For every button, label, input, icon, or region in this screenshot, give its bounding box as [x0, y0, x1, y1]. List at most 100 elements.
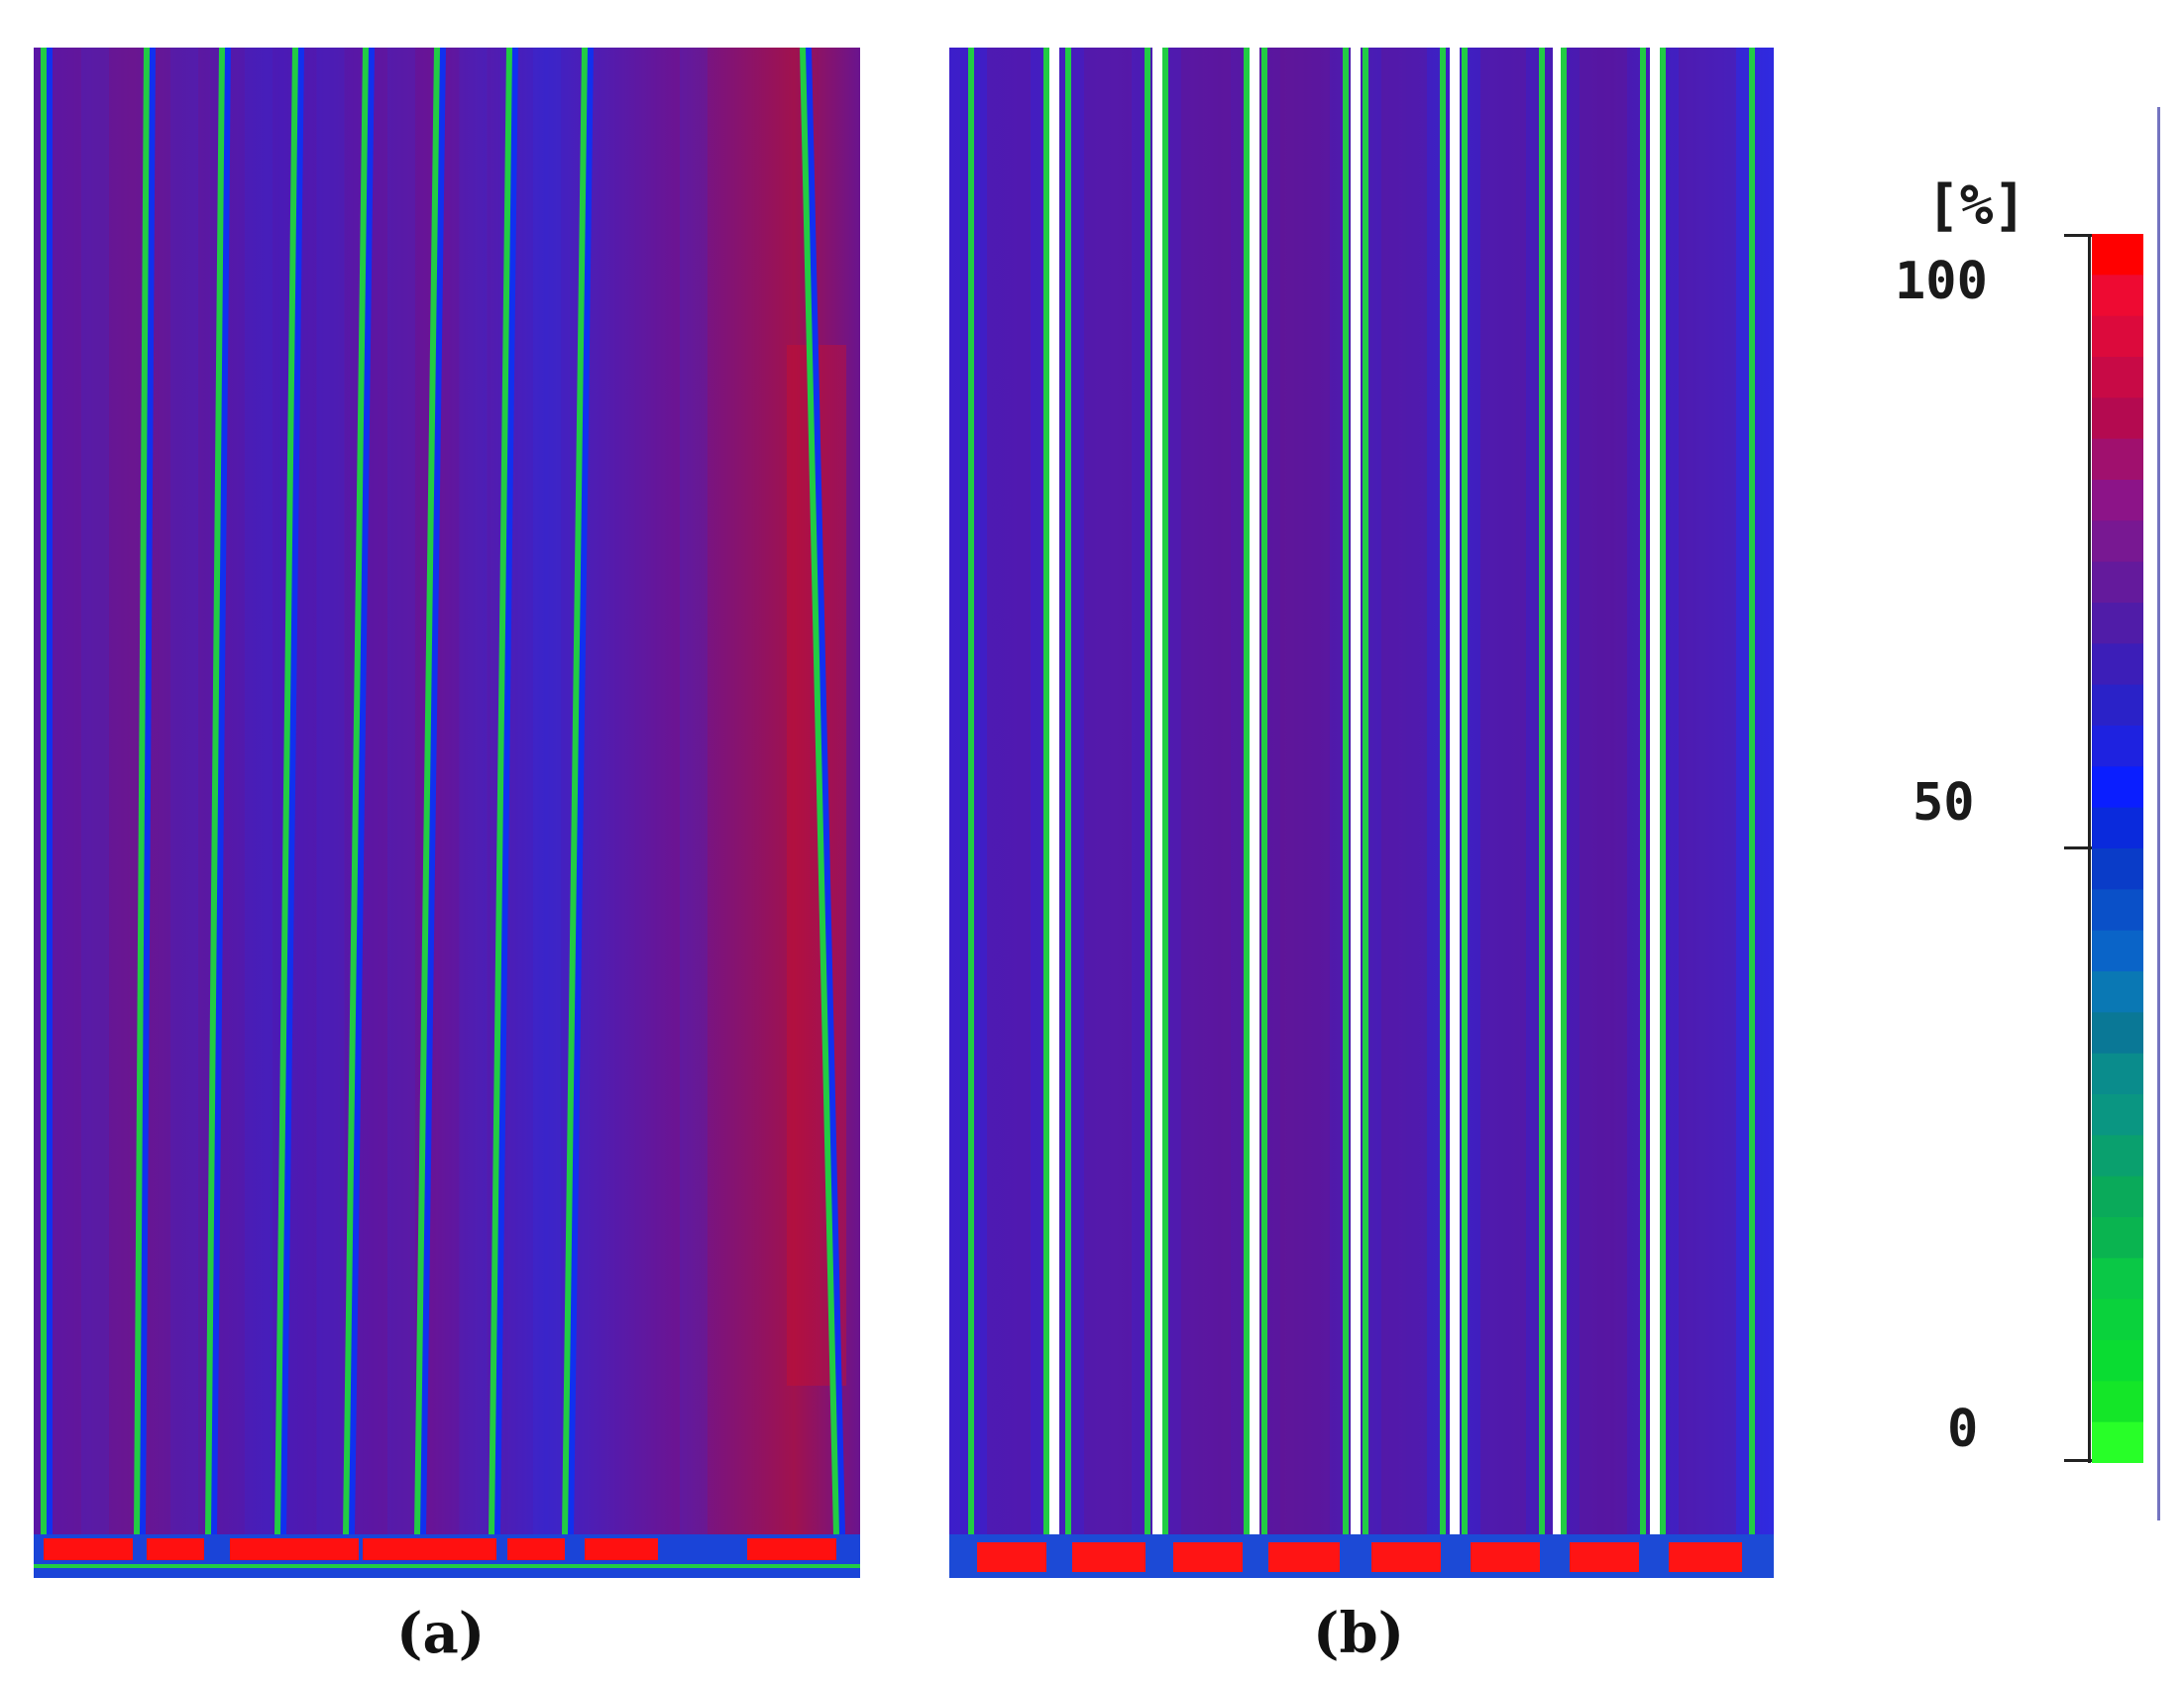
colorbar-segment — [2092, 1381, 2143, 1423]
panel-a-channel-edge — [207, 48, 231, 1535]
panel-b-graphic — [949, 48, 1774, 1578]
colorbar-segment — [2092, 1053, 2143, 1095]
panel-a-channel-wall — [274, 48, 298, 1535]
colorbar-segment — [2092, 1340, 2143, 1383]
panel-a-inlet-hotspot — [363, 1538, 444, 1560]
panel-b-channel-core — [1679, 48, 1736, 1534]
colorbar-label-50: 50 — [1912, 773, 1975, 833]
panel-a-shade-band — [680, 48, 708, 1578]
colorbar-segment — [2092, 1298, 2143, 1341]
panel-b-channel-core — [1381, 48, 1427, 1534]
colorbar-segment — [2092, 643, 2143, 686]
panel-b-inlet-hotspot — [1072, 1542, 1146, 1572]
panel-b-channel-core — [1084, 48, 1132, 1534]
panel-b-gap — [1650, 48, 1660, 1534]
panel-b-gap — [1250, 48, 1259, 1534]
panel-b-inlet-hotspot — [1173, 1542, 1243, 1572]
colorbar-segment — [2092, 397, 2143, 440]
panel-a-inlet-hotspot — [442, 1538, 496, 1560]
colorbar-frame-line — [2157, 107, 2160, 1520]
panel-a-channel-wall — [343, 48, 369, 1535]
panel-a-inlet-hotspot — [301, 1538, 359, 1560]
panel-b-gap — [1152, 48, 1162, 1534]
panel-a-channel-wall — [414, 48, 440, 1535]
panel-b-gap — [1450, 48, 1460, 1534]
panel-b-channel-core — [1181, 48, 1231, 1534]
panel-a-channel-edge — [136, 48, 156, 1535]
colorbar-segment — [2092, 561, 2143, 604]
panel-b-inlet-hotspot — [1669, 1542, 1742, 1572]
colorbar-tick-50 — [2064, 846, 2092, 849]
colorbar-tick-0 — [2064, 1459, 2092, 1462]
panel-b-inlet-hotspot — [1371, 1542, 1441, 1572]
colorbar-segment — [2092, 438, 2143, 481]
colorbar-segment — [2092, 1217, 2143, 1260]
panel-a-inlet-hotspot — [44, 1538, 133, 1560]
panel-b-gap — [1049, 48, 1059, 1534]
colorbar-segment — [2092, 684, 2143, 727]
panel-a-shade-band — [170, 48, 198, 1578]
panel-b-channel-core — [1580, 48, 1627, 1534]
panel-b-image — [949, 48, 1774, 1578]
panel-b-gap — [1553, 48, 1563, 1534]
panel-a-channel-edge — [491, 48, 518, 1535]
panel-a-inlet-hotspot — [230, 1538, 311, 1560]
panel-a-inlet-hotspot — [747, 1538, 836, 1560]
colorbar-segment — [2092, 726, 2143, 768]
panel-a-shade-band — [387, 48, 415, 1578]
colorbar-segment — [2092, 971, 2143, 1014]
panel-a-channel-wall — [489, 48, 512, 1535]
panel-a-channel-wall — [205, 48, 225, 1535]
colorbar-segment — [2092, 766, 2143, 809]
colorbar-segment — [2092, 1258, 2143, 1300]
colorbar — [2092, 234, 2143, 1463]
colorbar-segment — [2092, 315, 2143, 358]
colorbar-segment — [2092, 930, 2143, 972]
panel-a-caption: (a) — [396, 1601, 486, 1666]
panel-b-channel-core — [1480, 48, 1526, 1534]
panel-b-inlet-hotspot — [1570, 1542, 1639, 1572]
panel-b-channel-core — [987, 48, 1031, 1534]
panel-a-inlet-hotspot — [585, 1538, 658, 1560]
colorbar-segment — [2092, 848, 2143, 891]
panel-b-inlet-hotspot — [1268, 1542, 1340, 1572]
colorbar-segment — [2092, 1012, 2143, 1055]
panel-a-inlet-hotspot — [507, 1538, 565, 1560]
panel-a-shade-band — [459, 48, 488, 1578]
colorbar-segment — [2092, 1176, 2143, 1218]
colorbar-label-0: 0 — [1947, 1400, 1979, 1459]
colorbar-segment — [2092, 889, 2143, 932]
panel-b-inlet-hotspot — [977, 1542, 1046, 1572]
colorbar-unit-label: [%] — [1926, 173, 2027, 238]
panel-a-shade-band — [81, 48, 109, 1578]
panel-a-inlet-hotspot — [147, 1538, 204, 1560]
panel-a-channel-wall — [134, 48, 150, 1535]
colorbar-segment — [2092, 1094, 2143, 1137]
panel-a-channel-edge — [564, 48, 594, 1535]
panel-b-inlet-hotspot — [1471, 1542, 1540, 1572]
panel-b-channel-core — [1280, 48, 1330, 1534]
panel-a-channel-edge — [802, 48, 845, 1535]
panel-a-channel-wall — [562, 48, 588, 1535]
colorbar-segment — [2092, 1421, 2143, 1463]
panel-a-image — [34, 48, 860, 1578]
colorbar-tick-100 — [2064, 234, 2092, 237]
colorbar-segment — [2092, 480, 2143, 522]
panel-a-shade-band — [533, 48, 561, 1578]
colorbar-segment — [2092, 1135, 2143, 1178]
colorbar-segment — [2092, 357, 2143, 399]
colorbar-segment — [2092, 807, 2143, 849]
panel-b-caption: (b) — [1313, 1601, 1405, 1666]
colorbar-label-100: 100 — [1895, 252, 1988, 311]
panel-a-channel-edge — [276, 48, 304, 1535]
colorbar-segment — [2092, 234, 2143, 277]
panel-a-shade-band — [245, 48, 273, 1578]
panel-a-shade-band — [316, 48, 345, 1578]
colorbar-segment — [2092, 520, 2143, 563]
panel-a-channel-edge — [345, 48, 375, 1535]
panel-a-graphic — [34, 48, 860, 1578]
colorbar-segment — [2092, 275, 2143, 317]
panel-a-channel-wall — [800, 48, 839, 1535]
colorbar-segment — [2092, 603, 2143, 645]
panel-b-gap — [1351, 48, 1361, 1534]
